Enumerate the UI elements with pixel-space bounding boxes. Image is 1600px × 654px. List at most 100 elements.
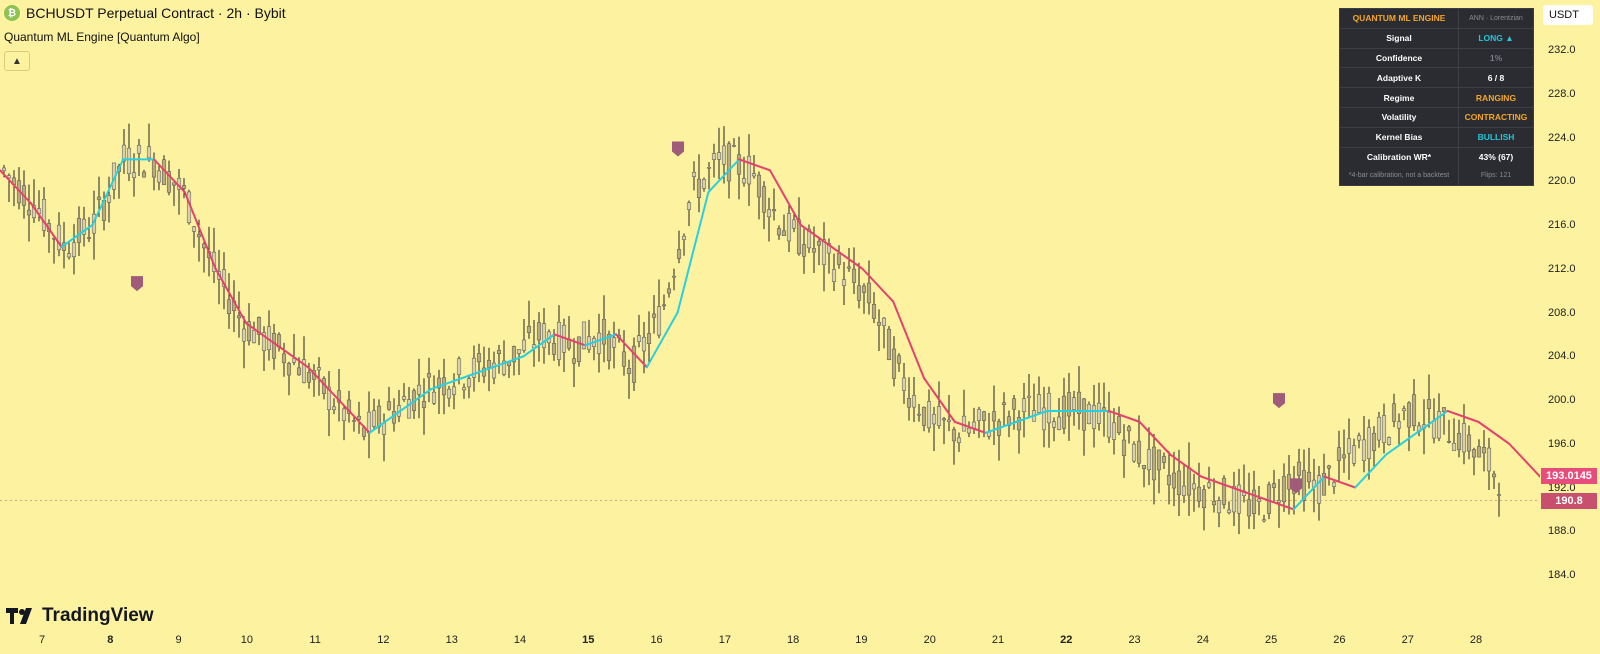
kernel-line-segment bbox=[307, 366, 340, 401]
short-signal-marker[interactable] bbox=[131, 276, 143, 292]
kernel-line-segment bbox=[984, 420, 1018, 434]
candle-body bbox=[1106, 411, 1112, 438]
candle-body bbox=[926, 401, 932, 429]
candle-body bbox=[1481, 447, 1487, 454]
kernel-line-segment bbox=[615, 333, 648, 369]
candle-body bbox=[881, 317, 887, 326]
candle-body bbox=[1461, 423, 1467, 453]
candle-body bbox=[706, 167, 712, 169]
candle-body bbox=[86, 237, 92, 239]
kernel-line-segment bbox=[923, 377, 956, 423]
panel-row-adaptive-k: Adaptive K 6 / 8 bbox=[1340, 68, 1533, 89]
candle-body bbox=[976, 409, 982, 421]
candle-body bbox=[606, 333, 612, 361]
candle-body bbox=[921, 406, 927, 426]
time-tick: 18 bbox=[787, 634, 800, 646]
time-axis[interactable]: 7 8 9 10 11 12 13 14 15 16 17 18 19 20 21 22 23 24 25 26 27 2… bbox=[0, 626, 1540, 654]
candle-body bbox=[1296, 461, 1302, 476]
kernel-line-segment bbox=[1292, 475, 1326, 511]
candle-body bbox=[1046, 392, 1052, 424]
kernel-line-segment bbox=[830, 245, 864, 270]
candle-body bbox=[556, 321, 562, 360]
candle-body bbox=[1126, 426, 1132, 432]
kernel-line-segment bbox=[1169, 453, 1203, 478]
currency-button[interactable]: USDT bbox=[1543, 5, 1593, 25]
candle-body bbox=[866, 282, 872, 304]
candle-body bbox=[1476, 446, 1482, 458]
kernel-price-label: 193.0145 bbox=[1541, 468, 1597, 485]
candle-body bbox=[1061, 395, 1067, 429]
candle-body bbox=[791, 219, 797, 229]
candle-body bbox=[1, 167, 7, 171]
candle-body bbox=[76, 218, 82, 243]
candle-body bbox=[71, 242, 77, 257]
candle-body bbox=[686, 202, 692, 210]
panel-row-regime: Regime RANGING bbox=[1340, 88, 1533, 108]
candle-body bbox=[481, 367, 487, 377]
time-tick: 16 bbox=[650, 634, 663, 646]
symbol-title[interactable]: BCHUSDT Perpetual Contract · 2h · Bybit bbox=[26, 5, 286, 21]
candle-body bbox=[576, 336, 582, 362]
candle-body bbox=[1091, 405, 1097, 429]
time-tick: 12 bbox=[377, 634, 390, 646]
candle-body bbox=[621, 351, 627, 367]
short-signal-marker[interactable] bbox=[1290, 478, 1302, 494]
candle-body bbox=[1146, 449, 1152, 471]
time-tick: 14 bbox=[513, 634, 527, 646]
candle-body bbox=[221, 269, 227, 287]
candle-body bbox=[1326, 465, 1332, 469]
indicator-legend[interactable]: Quantum ML Engine [Quantum Algo] bbox=[4, 30, 200, 44]
candle-body bbox=[1441, 407, 1447, 413]
candle-body bbox=[1316, 475, 1322, 504]
candle-body bbox=[1411, 394, 1417, 427]
candle-body bbox=[1071, 397, 1077, 410]
price-chart[interactable] bbox=[0, 0, 1540, 626]
short-signal-marker[interactable] bbox=[672, 141, 684, 157]
candle-body bbox=[356, 415, 362, 420]
candle-body bbox=[246, 321, 252, 342]
candle-body bbox=[1346, 438, 1352, 454]
candle-body bbox=[1191, 483, 1197, 490]
time-tick: 8 bbox=[107, 634, 114, 646]
candle-body bbox=[841, 279, 847, 286]
candle-body bbox=[1321, 473, 1327, 496]
candle-body bbox=[141, 171, 147, 178]
panel-row-value: 6 / 8 bbox=[1487, 72, 1505, 83]
candle-body bbox=[1021, 398, 1027, 413]
candle-body bbox=[436, 377, 442, 389]
candle-body bbox=[476, 353, 482, 363]
kernel-line-segment bbox=[183, 191, 217, 270]
candle-body bbox=[551, 343, 557, 355]
candle-body bbox=[351, 420, 357, 422]
panel-row-value: 1% bbox=[1489, 52, 1503, 63]
chart-header: ₿ BCHUSDT Perpetual Contract · 2h · Bybi… bbox=[4, 5, 286, 21]
candle-body bbox=[401, 396, 407, 400]
collapse-legend-button[interactable]: ▲ bbox=[4, 51, 30, 71]
candle-body bbox=[521, 339, 527, 351]
short-signal-marker[interactable] bbox=[1273, 393, 1285, 409]
kernel-line-segment bbox=[153, 158, 186, 194]
candle-body bbox=[681, 235, 687, 240]
kernel-line-segment bbox=[707, 158, 741, 194]
time-tick: 15 bbox=[582, 634, 595, 646]
price-axis[interactable]: 232.0 228.0 224.0 220.0 216.0 212.0 208.0 204.0… bbox=[1540, 0, 1600, 626]
candle-body bbox=[66, 253, 72, 258]
panel-subtitle: ANN · Lorentzian bbox=[1469, 14, 1523, 22]
candle-body bbox=[1236, 484, 1242, 514]
candle-body bbox=[191, 226, 197, 232]
candle-body bbox=[806, 228, 812, 249]
candle-body bbox=[741, 178, 747, 184]
kernel-line-segment bbox=[1354, 453, 1387, 489]
candle-body bbox=[1186, 467, 1192, 496]
tradingview-logo[interactable]: TradingView bbox=[6, 605, 154, 627]
candle-body bbox=[421, 401, 427, 408]
candle-body bbox=[1261, 519, 1267, 522]
candle-body bbox=[331, 406, 337, 411]
candle-body bbox=[1036, 394, 1042, 413]
candle-body bbox=[571, 358, 577, 364]
candle-body bbox=[456, 358, 462, 375]
candle-body bbox=[226, 299, 232, 314]
price-tick: 192.0 bbox=[1548, 481, 1576, 494]
candle-body bbox=[1211, 501, 1217, 506]
kernel-line-segment bbox=[1385, 431, 1418, 456]
